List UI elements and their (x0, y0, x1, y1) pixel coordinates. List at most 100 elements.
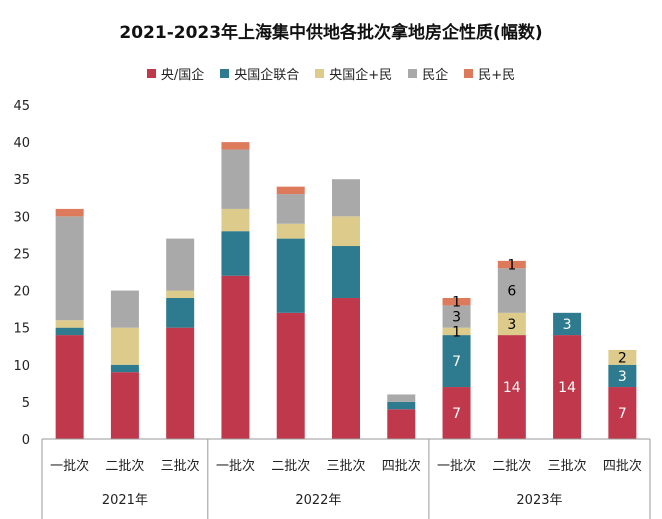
legend-swatch (146, 69, 156, 78)
bar-segment (110, 364, 139, 373)
legend: 央/国企 央国企联合 央国企+民 民企 民+民 (0, 64, 662, 83)
bar-segment (221, 231, 250, 276)
bar-segment (166, 297, 195, 328)
bar-segment (276, 186, 305, 195)
data-label: 1 (452, 324, 461, 340)
y-tick-label: 45 (13, 99, 30, 114)
bar-segment (276, 194, 305, 224)
bar-segment (442, 297, 471, 306)
data-label: 7 (452, 354, 461, 370)
bar-segment (387, 409, 416, 439)
bar-segment (276, 238, 305, 313)
x-tick-label: 四批次 (603, 458, 642, 474)
y-tick-label: 25 (13, 247, 30, 262)
bar-segment (442, 335, 471, 388)
bar-segment (332, 216, 360, 247)
x-tick-label: 四批次 (382, 458, 421, 474)
x-tick-label: 二批次 (492, 458, 531, 474)
bar-segment (276, 312, 305, 439)
bar-segment (276, 223, 305, 239)
data-label: 1 (452, 295, 461, 311)
bar-segment (221, 149, 250, 209)
legend-swatch (408, 69, 418, 78)
bar-segment (332, 179, 360, 217)
bar-segment (442, 387, 471, 439)
legend-item: 央国企联合 (220, 64, 299, 83)
chart-title: 2021-2023年上海集中供地各批次拿地房企性质(幅数) (119, 23, 543, 43)
bar-segment (497, 335, 526, 439)
y-tick-label: 15 (13, 322, 30, 337)
data-label: 2 (618, 350, 627, 366)
data-label: 3 (618, 369, 627, 385)
bar-segment (221, 142, 250, 150)
y-tick-label: 10 (13, 359, 30, 374)
bar-segment (332, 246, 360, 298)
bar-segment (110, 327, 139, 365)
bar-segment (387, 394, 416, 402)
y-tick-label: 0 (22, 433, 30, 448)
bar-segment (497, 312, 526, 336)
legend-label: 民企 (422, 68, 449, 83)
x-tick-label: 一批次 (50, 458, 89, 474)
x-tick-label: 三批次 (326, 458, 365, 474)
bar-segment (55, 327, 84, 336)
bar-segment (55, 208, 84, 217)
bar-segment (497, 268, 526, 313)
bar-segment (55, 320, 84, 328)
group-label: 2022年 (295, 493, 341, 508)
bar-segment (166, 327, 195, 439)
bar-segment (221, 275, 250, 439)
legend-item: 民+民 (464, 64, 515, 83)
bar-segment (442, 327, 471, 336)
bar-segment (332, 297, 360, 439)
legend-item: 央国企+民 (315, 64, 392, 83)
legend-swatch (315, 69, 325, 78)
bar-segment (110, 372, 139, 439)
bar-segment (442, 305, 471, 328)
bar-segment (221, 208, 250, 232)
bar-segment (110, 290, 139, 328)
data-label: 14 (503, 380, 521, 396)
legend-label: 央国企联合 (234, 68, 300, 83)
bar-segment (608, 349, 637, 365)
bar-segment (497, 260, 526, 269)
x-tick-label: 三批次 (161, 458, 200, 474)
bar-segment (166, 290, 195, 298)
bar-segment (553, 312, 582, 336)
bar-segment (553, 335, 582, 439)
x-tick-label: 一批次 (216, 458, 255, 474)
data-label: 1 (507, 258, 516, 274)
data-label: 7 (618, 406, 627, 422)
y-tick-label: 30 (13, 210, 30, 225)
legend-item: 民企 (408, 64, 448, 83)
x-tick-label: 一批次 (437, 458, 476, 474)
legend-swatch (464, 69, 474, 78)
data-label: 3 (563, 317, 572, 333)
y-tick-label: 40 (13, 136, 30, 151)
data-label: 3 (507, 317, 516, 333)
legend-label: 央国企+民 (329, 68, 393, 83)
bar-segment (608, 387, 637, 439)
y-tick-label: 35 (13, 173, 30, 188)
bar-segment (608, 364, 637, 388)
x-tick-label: 三批次 (548, 458, 587, 474)
data-label: 6 (507, 284, 516, 300)
legend-swatch (220, 69, 230, 78)
data-label: 14 (558, 380, 576, 396)
legend-label: 央/国企 (160, 68, 205, 83)
data-label: 7 (452, 406, 461, 422)
x-tick-label: 二批次 (105, 458, 144, 474)
bar-segment (55, 216, 84, 321)
bar-segment (55, 335, 84, 439)
y-tick-label: 5 (22, 396, 30, 411)
bar-segment (387, 401, 416, 410)
data-label: 3 (452, 310, 461, 326)
x-tick-label: 二批次 (271, 458, 310, 474)
legend-item: 央/国企 (146, 64, 205, 83)
legend-label: 民+民 (478, 68, 516, 83)
group-label: 2021年 (102, 493, 148, 508)
y-tick-label: 20 (13, 285, 30, 300)
bar-segment (166, 238, 195, 291)
group-label: 2023年 (516, 493, 562, 508)
